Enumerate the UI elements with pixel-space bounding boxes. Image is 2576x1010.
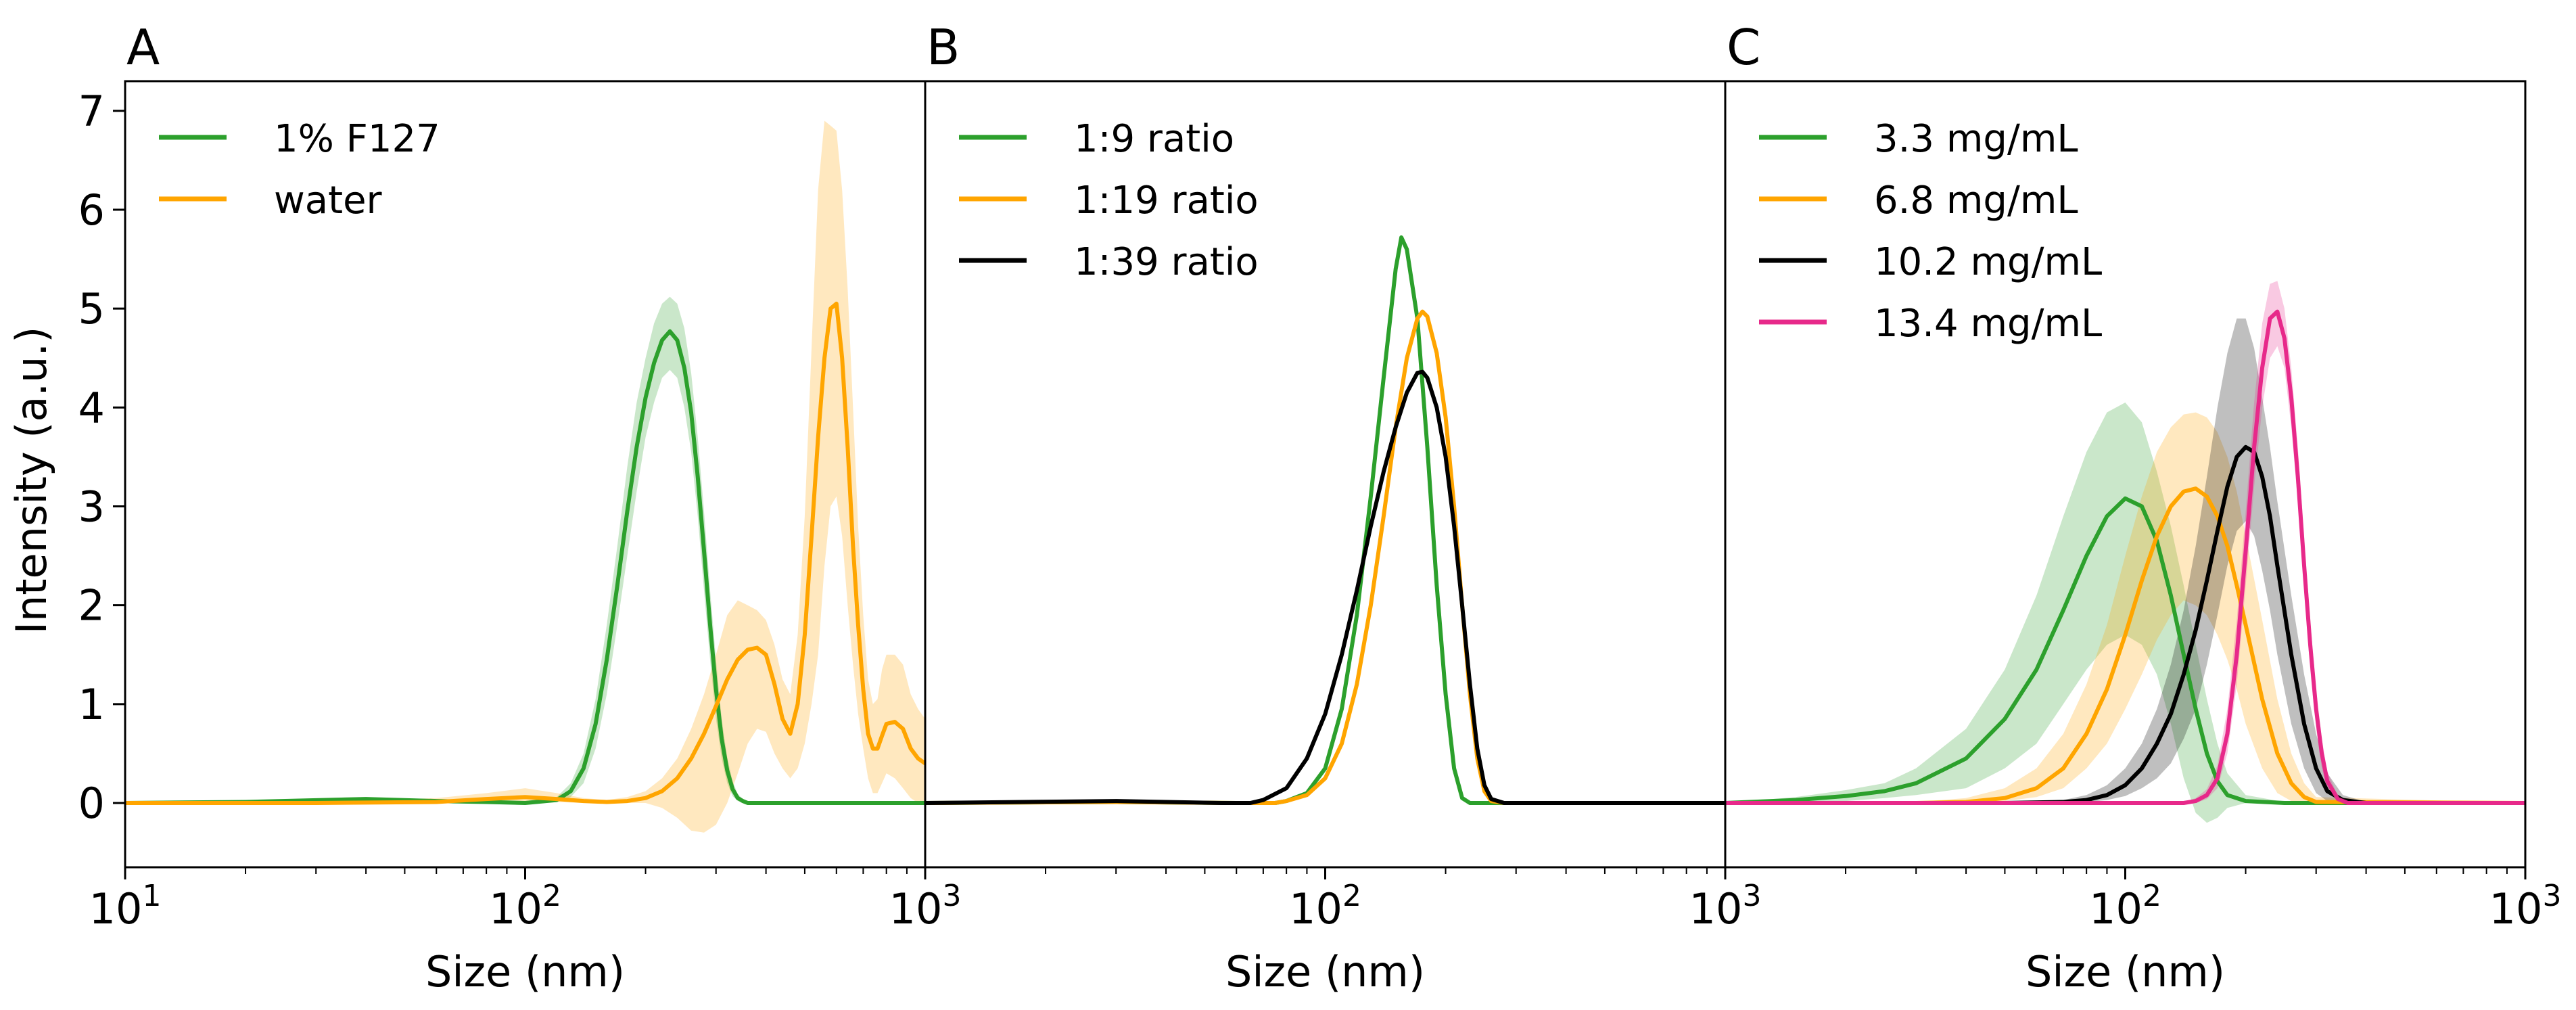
legend-a: 1% F127 water — [159, 117, 440, 223]
x-tick-label: 103 — [889, 879, 962, 934]
legend-label-1-f127: 1% F127 — [274, 117, 440, 161]
panel-b: 102 103 Size (nm) B 1:9 ratio 1:19 ratio 1:39 … — [924, 19, 1762, 996]
x-axis-title: Size (nm) — [2025, 947, 2225, 996]
series-line-13-4-mg-ml — [1725, 309, 2525, 805]
y-tick-label: 2 — [78, 581, 105, 630]
band-water — [125, 120, 925, 833]
legend-label-3-3-mg-ml: 3.3 mg/mL — [1874, 117, 2078, 161]
x-tick-label: 103 — [1689, 879, 1762, 934]
series-line-3-3-mg-ml — [1725, 496, 2525, 805]
legend-label-6-8-mg-ml: 6.8 mg/mL — [1874, 179, 2078, 223]
plot-area-b — [925, 235, 1725, 805]
legend-label-1-9-ratio: 1:9 ratio — [1074, 117, 1234, 161]
x-tick-label: 102 — [1289, 879, 1361, 934]
axes-frame — [124, 80, 927, 869]
legend-label-1-19-ratio: 1:19 ratio — [1074, 179, 1259, 223]
plot-area-a — [125, 120, 925, 833]
y-tick-label: 1 — [78, 680, 105, 729]
x-tick-label: 101 — [89, 879, 162, 934]
x-tick-label: 103 — [2489, 879, 2562, 934]
series-line-1-39-ratio — [925, 369, 1725, 805]
y-tick-label: 7 — [78, 87, 105, 136]
panel-letter: A — [126, 19, 160, 76]
series-line-1-19-ratio — [925, 309, 1725, 805]
x-axis-title: Size (nm) — [425, 947, 625, 996]
series-line-10-2-mg-ml — [1725, 444, 2525, 805]
y-tick-label: 3 — [78, 482, 105, 532]
y-tick-label: 6 — [78, 185, 105, 235]
band-3-3-mg-ml — [1725, 403, 2525, 823]
x-tick-label: 102 — [489, 879, 561, 934]
y-tick-label: 0 — [78, 779, 105, 828]
legend-label-10-2-mg-ml: 10.2 mg/mL — [1874, 240, 2102, 284]
panel-a: 101 102 103 Size (nm) 0 1 2 3 4 5 6 7A 1% F127 water — [78, 19, 962, 996]
plot-area-c — [1725, 281, 2525, 823]
y-tick-label: 4 — [78, 383, 105, 432]
panel-letter: B — [927, 19, 960, 76]
x-axis-title: Size (nm) — [1225, 947, 1425, 996]
y-axis-title: Intensity (a.u.) — [7, 327, 56, 635]
series-line-6-8-mg-ml — [1725, 486, 2525, 805]
series-line-water — [125, 301, 925, 805]
panel-c: 102 103 Size (nm) C 3.3 mg/mL 6.8 mg/mL 10.2 m… — [1724, 19, 2562, 996]
panel-letter: C — [1727, 19, 1760, 76]
y-tick-label: 5 — [78, 284, 105, 334]
axes-frame — [924, 80, 1727, 869]
x-tick-label: 102 — [2089, 879, 2161, 934]
legend-label-13-4-mg-ml: 13.4 mg/mL — [1874, 302, 2102, 346]
series-line-1-f127 — [125, 329, 925, 805]
legend-label-1-39-ratio: 1:39 ratio — [1074, 240, 1259, 284]
legend-b: 1:9 ratio 1:19 ratio 1:39 ratio — [959, 117, 1259, 284]
legend-label-water: water — [274, 179, 383, 223]
band-6-8-mg-ml — [1725, 412, 2525, 803]
legend-c: 3.3 mg/mL 6.8 mg/mL 10.2 mg/mL 13.4 mg/mL — [1759, 117, 2102, 346]
